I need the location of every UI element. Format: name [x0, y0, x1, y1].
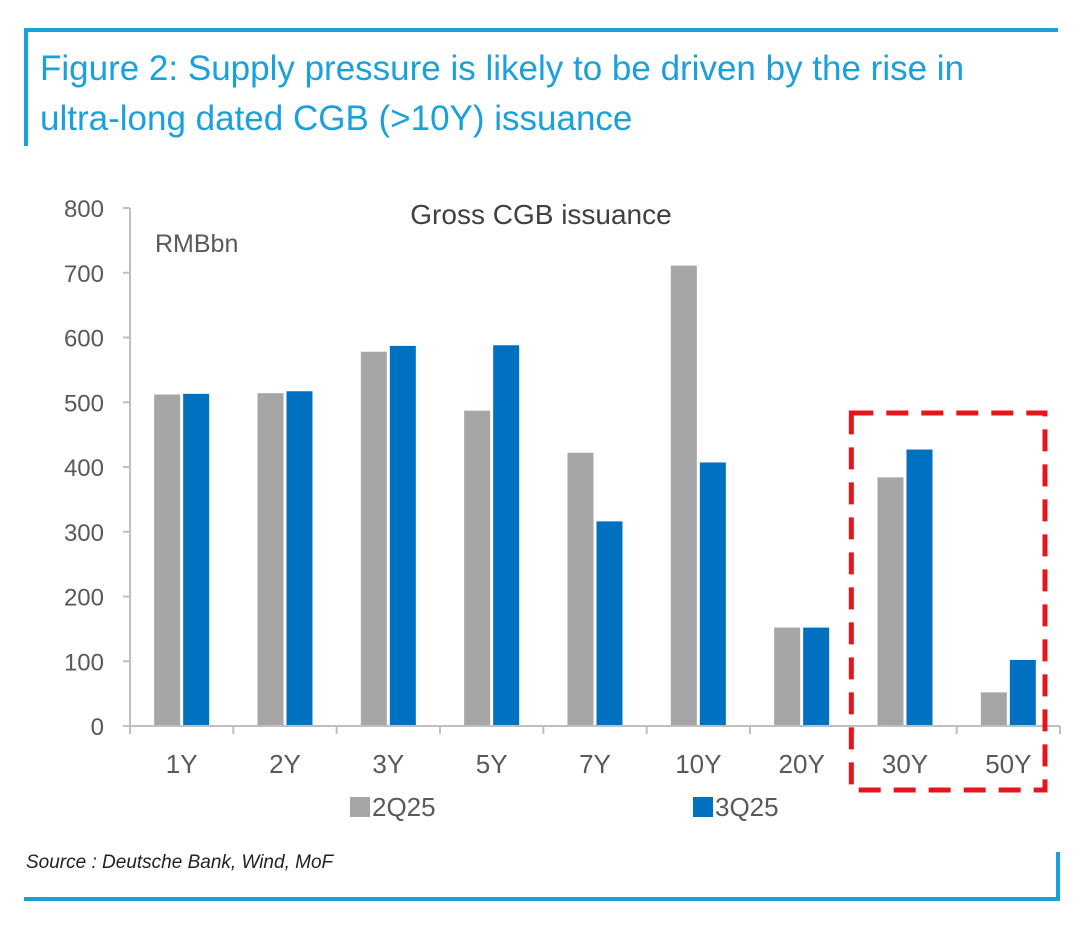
y-tick-label: 800 — [64, 196, 104, 223]
bar-2Q25-1Y — [154, 394, 181, 726]
bar-2Q25-50Y — [980, 692, 1007, 726]
legend-label-2Q25: 2Q25 — [372, 792, 436, 822]
bar-2Q25-30Y — [877, 477, 904, 726]
legend-swatch-3Q25 — [693, 797, 713, 817]
bar-3Q25-5Y — [493, 345, 520, 726]
bar-2Q25-2Y — [257, 393, 284, 726]
x-tick-label: 5Y — [476, 749, 508, 779]
figure-source: Source : Deutsche Bank, Wind, MoF — [26, 852, 334, 873]
y-tick-label: 400 — [64, 455, 104, 482]
figure-title: Figure 2: Supply pressure is likely to b… — [40, 49, 965, 138]
legend-label-3Q25: 3Q25 — [715, 792, 779, 822]
frame-right-rule — [1056, 852, 1060, 901]
bar-3Q25-3Y — [389, 345, 416, 726]
frame-left-rule — [24, 28, 28, 146]
bar-2Q25-20Y — [774, 627, 801, 726]
x-tick-label: 10Y — [675, 749, 721, 779]
y-axis-ticks: 0 100 200 300 400 500 600 700 800 — [64, 196, 130, 741]
bar-3Q25-20Y — [803, 627, 830, 726]
x-tick-label: 30Y — [882, 749, 928, 779]
x-tick-label: 3Y — [372, 749, 404, 779]
y-tick-label: 100 — [64, 649, 104, 676]
x-tick-label: 7Y — [579, 749, 611, 779]
frame-top-rule — [24, 28, 1058, 32]
chart-title: Gross CGB issuance — [410, 199, 671, 230]
y-tick-label: 300 — [64, 520, 104, 547]
bar-2Q25-5Y — [464, 410, 491, 726]
highlight-box — [848, 410, 1048, 793]
bar-3Q25-30Y — [906, 449, 933, 726]
x-tick-label: 2Y — [269, 749, 301, 779]
legend-swatch-2Q25 — [350, 797, 370, 817]
y-tick-label: 0 — [91, 714, 104, 741]
y-tick-label: 200 — [64, 585, 104, 612]
x-tick-label: 20Y — [779, 749, 825, 779]
legend: 2Q25 3Q25 — [350, 792, 779, 822]
unit-label: RMBbn — [155, 230, 238, 258]
bar-3Q25-10Y — [699, 462, 726, 726]
bar-3Q25-7Y — [596, 521, 623, 726]
x-tick-label: 50Y — [985, 749, 1031, 779]
y-tick-label: 700 — [64, 261, 104, 288]
y-tick-label: 500 — [64, 390, 104, 417]
y-tick-label: 600 — [64, 326, 104, 353]
x-axis-ticks: 1Y 2Y 3Y 5Y 7Y 10Y 20Y 30Y 50Y — [129, 726, 1061, 779]
bars — [154, 265, 1036, 726]
bar-3Q25-50Y — [1009, 659, 1036, 726]
bar-2Q25-10Y — [670, 265, 697, 726]
bar-2Q25-7Y — [567, 452, 594, 726]
frame-bottom-rule — [24, 897, 1060, 901]
bar-3Q25-2Y — [286, 391, 313, 726]
bar-3Q25-1Y — [183, 393, 210, 726]
bar-2Q25-3Y — [360, 351, 387, 726]
x-tick-label: 1Y — [166, 749, 198, 779]
